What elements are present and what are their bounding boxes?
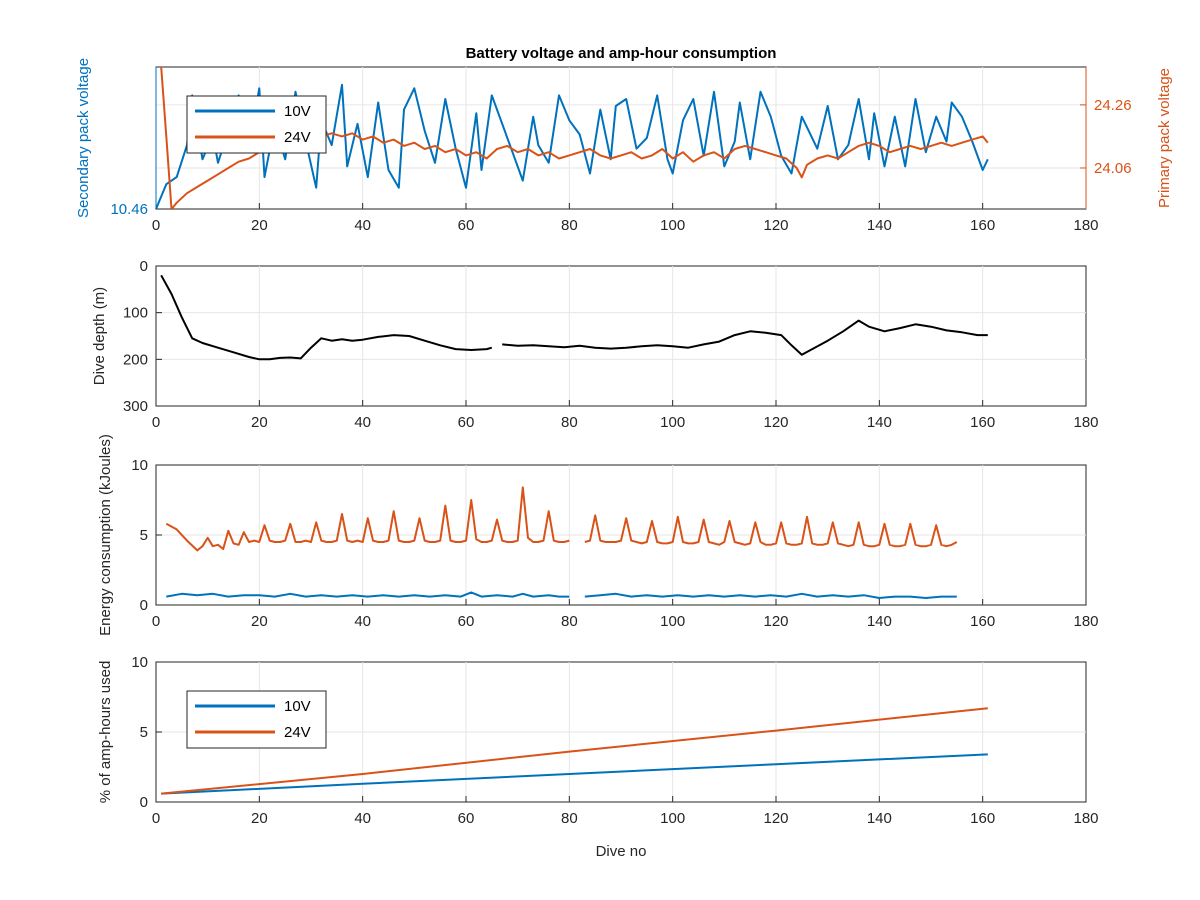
x-tick-label: 180 [1073,810,1098,827]
axes-frame-depth [155,265,1087,407]
series-line-blue [584,592,957,599]
y-tick-label: 0 [140,794,148,811]
y-tick-label: 100 [123,305,148,322]
legend-label: 10V [284,103,311,120]
x-tick-label: 160 [970,217,995,234]
legend-amp-hours: 10V 24V [186,690,327,749]
x-tick-label: 80 [561,217,578,234]
y-tick-label: 0 [140,258,148,275]
x-tick-label: 40 [354,414,371,431]
x-tick-label: 0 [152,613,160,630]
x-tick-label: 180 [1073,217,1098,234]
series-line-10V [161,753,988,795]
x-tick-label: 160 [970,414,995,431]
x-tick-label: 80 [561,810,578,827]
y-axis-label-secondary-voltage: Secondary pack voltage [75,58,92,218]
x-tick-label: 60 [458,613,475,630]
x-tick-label: 140 [867,810,892,827]
x-tick-label: 140 [867,217,892,234]
tick-labels-voltage: 0 20 40 60 80 100 120 140 160 180 10.46 24.06 24.26 [110,67,1132,234]
y-tick-label-right: 24.06 [1094,160,1132,177]
legend-label: 10V [284,698,311,715]
x-tick-label: 180 [1073,414,1098,431]
x-tick-label: 0 [152,810,160,827]
legend-box [186,95,327,154]
x-axis-label: Dive no [596,843,647,860]
y-tick-label: 300 [123,398,148,415]
legend-box [186,690,327,749]
x-tick-label: 120 [763,217,788,234]
x-tick-label: 40 [354,217,371,234]
legend-label: 24V [284,724,311,741]
gridlines-depth [156,266,1086,406]
y-tick-label: 200 [123,351,148,368]
x-tick-label: 120 [763,414,788,431]
x-tick-label: 160 [970,810,995,827]
series-line-orange [165,486,570,552]
x-tick-label: 0 [152,217,160,234]
x-tick-label: 100 [660,810,685,827]
chart-title: Battery voltage and amp-hour consumption [466,45,777,62]
series-line-24V [161,707,988,795]
x-tick-label: 100 [660,613,685,630]
y-tick-label: 0 [140,597,148,614]
x-tick-label: 100 [660,414,685,431]
plot-area-amp-hours [161,707,988,795]
y-axis-label-primary-voltage: Primary pack voltage [1156,68,1173,208]
plot-area-depth [160,274,988,361]
x-tick-label: 60 [458,217,475,234]
y-tick-label: 10 [131,654,148,671]
x-tick-label: 120 [763,810,788,827]
y-tick-label: 10.46 [110,201,148,218]
x-tick-label: 120 [763,613,788,630]
tick-labels-amp-hours: 0 20 40 60 80 100 120 140 160 180 0 5 10 [131,654,1098,827]
x-tick-label: 80 [561,613,578,630]
x-tick-label: 0 [152,414,160,431]
x-tick-label: 180 [1073,613,1098,630]
x-tick-label: 40 [354,810,371,827]
x-tick-label: 60 [458,810,475,827]
x-tick-label: 80 [561,414,578,431]
legend-label: 24V [284,129,311,146]
series-line-black [502,319,988,356]
x-tick-label: 20 [251,613,268,630]
panel-voltage: 0 20 40 60 80 100 120 140 160 18010.4624.0624.26 … [75,58,1173,234]
legend-voltage: 10V 24V [186,95,327,154]
y-axis-label-energy: Energy consumption (kJoules) [97,434,114,636]
x-tick-label: 60 [458,414,475,431]
series-line-black [160,274,493,361]
series-line-orange [584,514,958,548]
plot-area-energy [165,486,958,599]
panel-energy: 0 20 40 60 80 100 120 140 160 180 0 5 10 Energy cons… [97,434,1099,636]
y-axis-label-depth: Dive depth (m) [91,287,108,385]
y-tick-label: 5 [140,724,148,741]
gridlines-energy [156,465,1086,605]
x-tick-label: 160 [970,613,995,630]
tick-labels-depth: 0 20 40 60 80 100 120 140 160 180 0 100 200 300 [123,258,1099,431]
x-tick-label: 100 [660,217,685,234]
y-tick-label-right: 24.26 [1094,97,1132,114]
y-axis-label-amp-hours: % of amp-hours used [97,661,114,804]
y-tick-label: 5 [140,527,148,544]
panel-amp-hours: 0 20 40 60 80 100 120 140 160 180 0 5 10 % of amp-ho… [97,654,1099,860]
y-tick-label: 10 [131,457,148,474]
tick-labels-energy: 0 20 40 60 80 100 120 140 160 180 0 5 10 [131,457,1098,630]
x-tick-label: 140 [867,414,892,431]
x-tick-label: 40 [354,613,371,630]
x-tick-label: 20 [251,414,268,431]
series-line-blue [166,591,570,598]
x-tick-label: 20 [251,810,268,827]
panel-depth: 0 20 40 60 80 100 120 140 160 180 0 100 200 300 Dive … [91,258,1099,431]
x-tick-label: 140 [867,613,892,630]
x-tick-label: 20 [251,217,268,234]
